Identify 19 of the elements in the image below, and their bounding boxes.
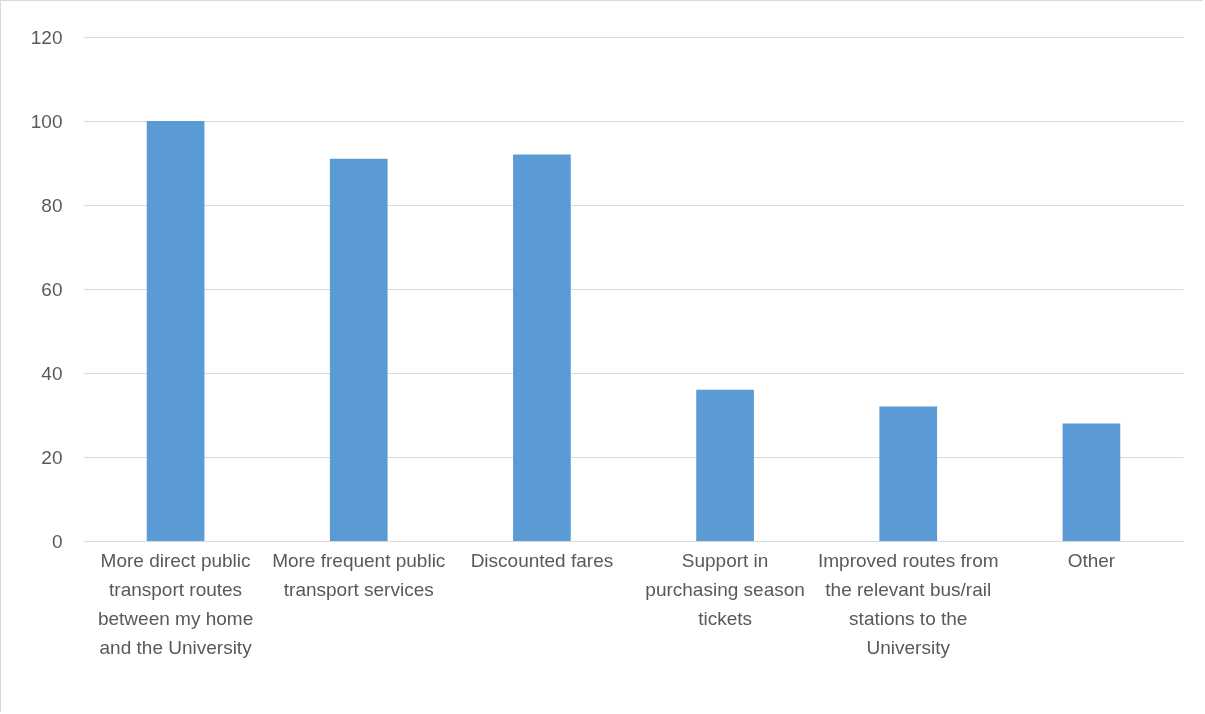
x-tick-label: More direct public transport routes between my home and the University <box>97 549 254 658</box>
x-tick-label: Support in purchasing season tickets <box>645 549 805 629</box>
bar <box>879 406 938 541</box>
bar <box>1062 423 1121 541</box>
y-tick-label: 60 <box>41 278 63 300</box>
y-tick-label: 80 <box>41 194 63 216</box>
bar <box>146 121 205 541</box>
x-tick-label: More frequent public transport services <box>272 549 446 600</box>
bar <box>513 154 571 541</box>
y-tick-label: 0 <box>51 530 63 552</box>
x-tick-label: Improved routes from the relevant bus/rail stations to the University <box>817 549 999 658</box>
y-tick-label: 40 <box>41 362 63 384</box>
bar <box>329 158 388 541</box>
x-tick-label: Other <box>1067 549 1116 571</box>
y-tick-label: 20 <box>41 446 63 468</box>
y-tick-label: 120 <box>30 26 63 48</box>
bar <box>696 389 754 541</box>
y-tick-label: 100 <box>30 110 63 132</box>
x-tick-label: Discounted fares <box>470 549 614 571</box>
